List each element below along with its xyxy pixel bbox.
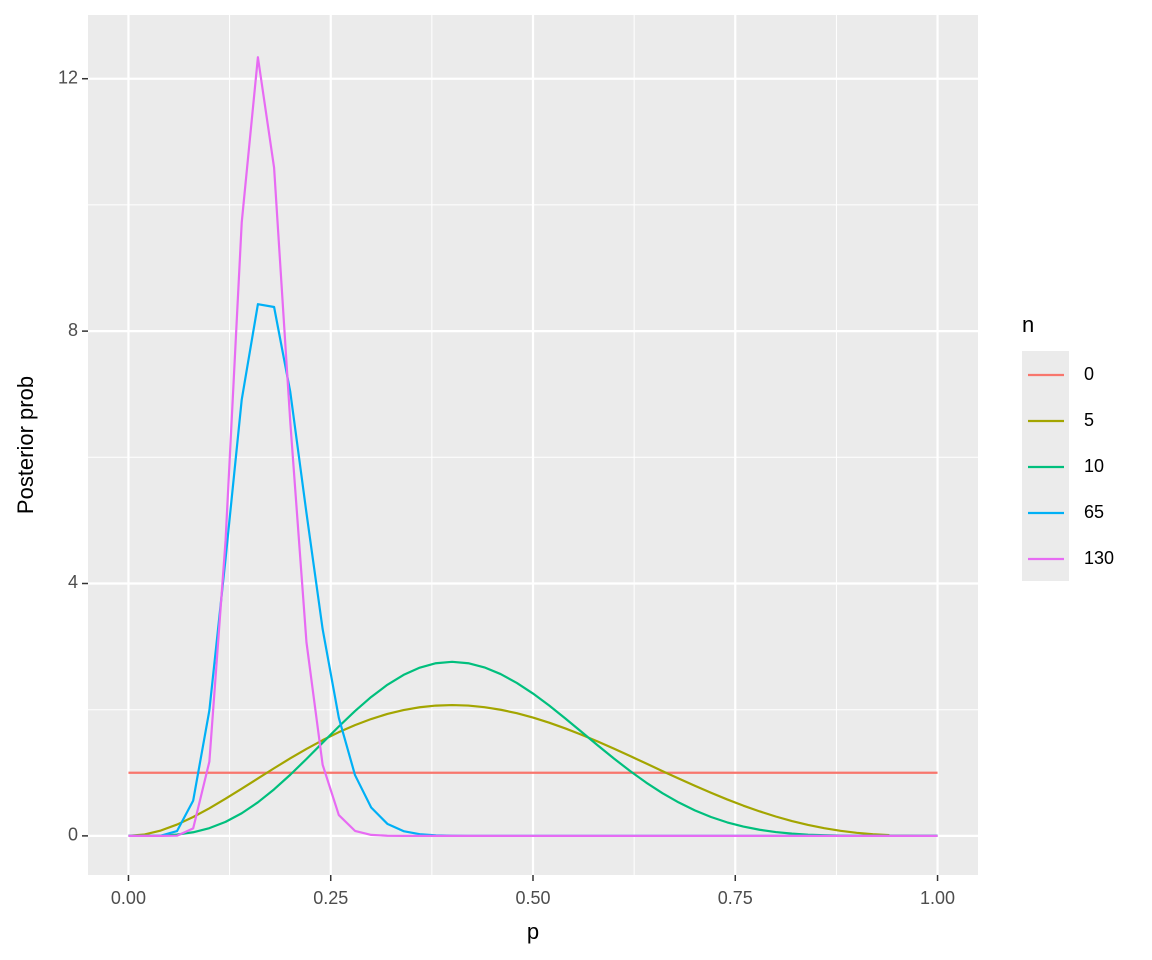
x-tick-label: 1.00 (920, 888, 955, 908)
y-tick-label: 8 (68, 320, 78, 340)
x-tick-label: 0.50 (515, 888, 550, 908)
legend-label: 5 (1084, 410, 1094, 430)
legend-title: n (1022, 312, 1034, 337)
x-tick-label: 0.00 (111, 888, 146, 908)
y-tick-label: 4 (68, 572, 78, 592)
legend-label: 130 (1084, 548, 1114, 568)
series-line (128, 703, 938, 837)
y-tick-label: 12 (58, 67, 78, 87)
y-axis-title: Posterior prob (13, 376, 38, 514)
y-tick-label: 0 (68, 825, 78, 845)
series-line (128, 56, 938, 837)
legend-label: 0 (1084, 364, 1094, 384)
series-line (128, 660, 938, 837)
x-axis-title: p (527, 919, 539, 944)
legend-label: 10 (1084, 456, 1104, 476)
legend-label: 65 (1084, 502, 1104, 522)
x-tick-label: 0.25 (313, 888, 348, 908)
x-tick-label: 0.75 (718, 888, 753, 908)
